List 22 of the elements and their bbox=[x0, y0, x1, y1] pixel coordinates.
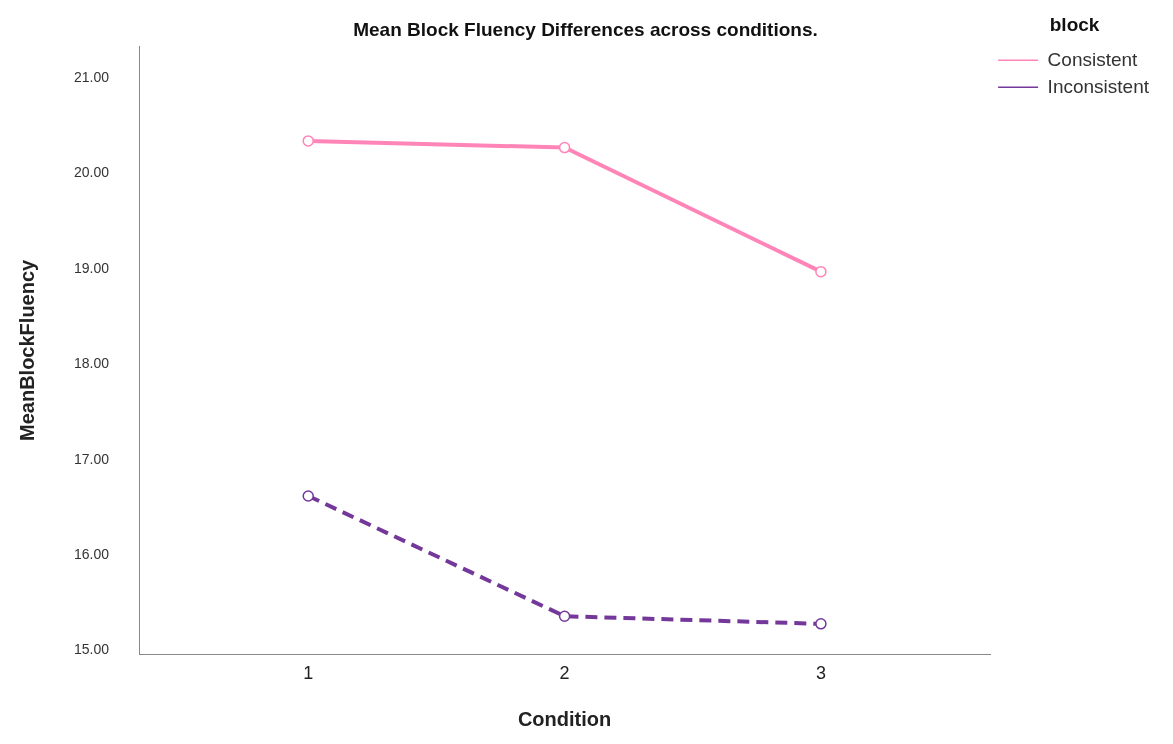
point bbox=[302, 135, 314, 147]
y-tick-label: 16.00 bbox=[73, 545, 110, 562]
legend-label: Consistent bbox=[1047, 48, 1139, 70]
x-tick-label: 1 bbox=[303, 663, 314, 684]
point bbox=[302, 490, 314, 502]
legend-title: block bbox=[1049, 13, 1100, 35]
x-axis-title: Condition bbox=[517, 707, 612, 730]
point bbox=[558, 610, 571, 622]
point bbox=[815, 265, 827, 278]
y-axis-title: MeanBlockFluency bbox=[15, 258, 38, 441]
y-tick-label: 21.00 bbox=[73, 68, 110, 85]
y-tick-label: 18.00 bbox=[73, 355, 110, 372]
point bbox=[815, 618, 827, 630]
y-tick-label: 15.00 bbox=[73, 641, 110, 658]
y-tick-label: 17.00 bbox=[73, 450, 110, 467]
x-tick-label: 3 bbox=[815, 663, 826, 684]
chart-title: Mean Block Fluency Differences across conditions. bbox=[353, 19, 818, 41]
y-tick-label: 19.00 bbox=[73, 259, 110, 276]
legend-label: Inconsistent bbox=[1047, 75, 1150, 97]
x-tick-label: 2 bbox=[559, 663, 570, 684]
point bbox=[558, 141, 571, 154]
y-tick-label: 20.00 bbox=[73, 164, 110, 181]
